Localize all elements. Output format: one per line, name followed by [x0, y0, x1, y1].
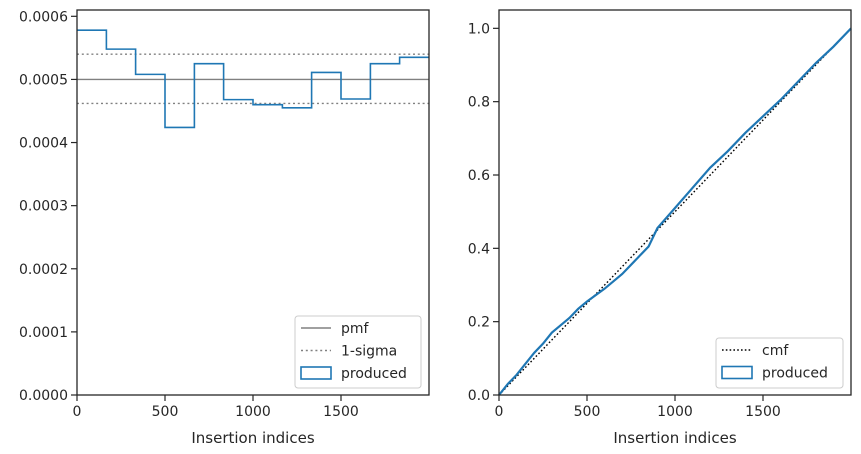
legend-label-pmf: pmf [341, 321, 370, 337]
left-chart-marks [77, 29, 429, 129]
series-produced-line [498, 27, 852, 396]
series-produced-histogram [77, 29, 429, 129]
y-tick-label: 0.4 [468, 241, 490, 257]
x-tick-label: 1000 [657, 404, 693, 420]
right-x-axis-label: Insertion indices [613, 429, 736, 447]
legend-box [294, 315, 422, 389]
y-tick-label: 1.0 [468, 21, 490, 37]
left-chart-legend: pmf 1-sigma produced [294, 315, 422, 389]
x-tick-label: 1500 [745, 404, 781, 420]
legend-box [715, 337, 844, 389]
y-tick-label: 0.0 [468, 388, 490, 404]
left-chart-panel: 0 500 1000 1500 0.0000 0.0001 0.0002 0.0003 0.00… [19, 9, 430, 447]
y-tick-label: 0.2 [468, 315, 490, 331]
y-tick-label: 0.0000 [19, 388, 68, 404]
y-tick-label: 0.8 [468, 95, 490, 111]
y-tick-label: 0.0003 [19, 199, 68, 215]
legend-handle-produced [300, 366, 332, 380]
x-tick-label: 500 [574, 404, 601, 420]
y-tick-label: 0.0005 [19, 72, 68, 88]
y-tick-label: 0.0004 [19, 136, 68, 152]
right-chart-panel: 0 500 1000 1500 0.0 0.2 0.4 0.6 0.8 1.0 Insertion… [468, 9, 852, 447]
legend-label-produced: produced [341, 366, 407, 382]
y-tick-label: 0.0001 [19, 325, 68, 341]
legend-label-cmf: cmf [762, 343, 789, 359]
y-tick-label: 0.0006 [19, 9, 68, 25]
x-tick-label: 1500 [323, 404, 359, 420]
y-tick-label: 0.6 [468, 168, 490, 184]
x-tick-label: 1000 [235, 404, 271, 420]
x-tick-label: 500 [152, 404, 179, 420]
left-chart-axes: 0 500 1000 1500 0.0000 0.0001 0.0002 0.0003 0.00… [19, 9, 359, 420]
right-chart-axes: 0 500 1000 1500 0.0 0.2 0.4 0.6 0.8 1.0 [468, 21, 781, 420]
legend-handle-produced [721, 365, 753, 380]
legend-label-1-sigma: 1-sigma [341, 344, 397, 360]
y-tick-label: 0.0002 [19, 262, 68, 278]
right-plot-area [499, 10, 851, 395]
left-x-axis-label: Insertion indices [191, 429, 314, 447]
right-chart-legend: cmf produced [715, 337, 844, 389]
right-chart-marks [498, 27, 852, 396]
legend-label-produced: produced [762, 366, 828, 382]
x-tick-label: 0 [495, 404, 504, 420]
series-cmf-line [498, 27, 852, 396]
x-tick-label: 0 [73, 404, 82, 420]
